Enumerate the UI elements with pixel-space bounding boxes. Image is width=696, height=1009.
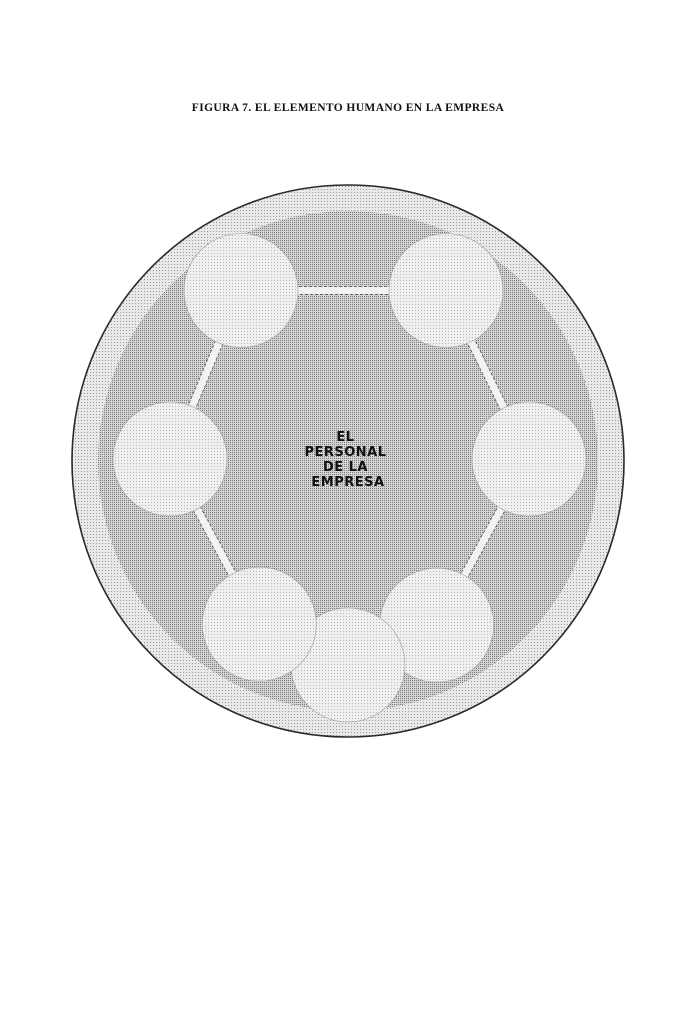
ring-node-2 [183,233,299,348]
ring-node-4 [471,401,587,517]
center-line-2: PERSONAL [304,445,386,460]
node-group [112,233,587,723]
center-line-1: EL [336,430,354,445]
ring-node-1 [112,401,228,517]
center-line-4: EMPRESA [311,475,384,490]
ring-node-7 [201,566,317,682]
center-line-3: DE LA [323,460,368,475]
connector-link [294,286,393,295]
center-label: EL PERSONAL DE LA EMPRESA [304,430,391,490]
ring-node-3 [388,233,504,348]
figure-caption: FIGURA 7. EL ELEMENTO HUMANO EN LA EMPRE… [191,102,505,114]
